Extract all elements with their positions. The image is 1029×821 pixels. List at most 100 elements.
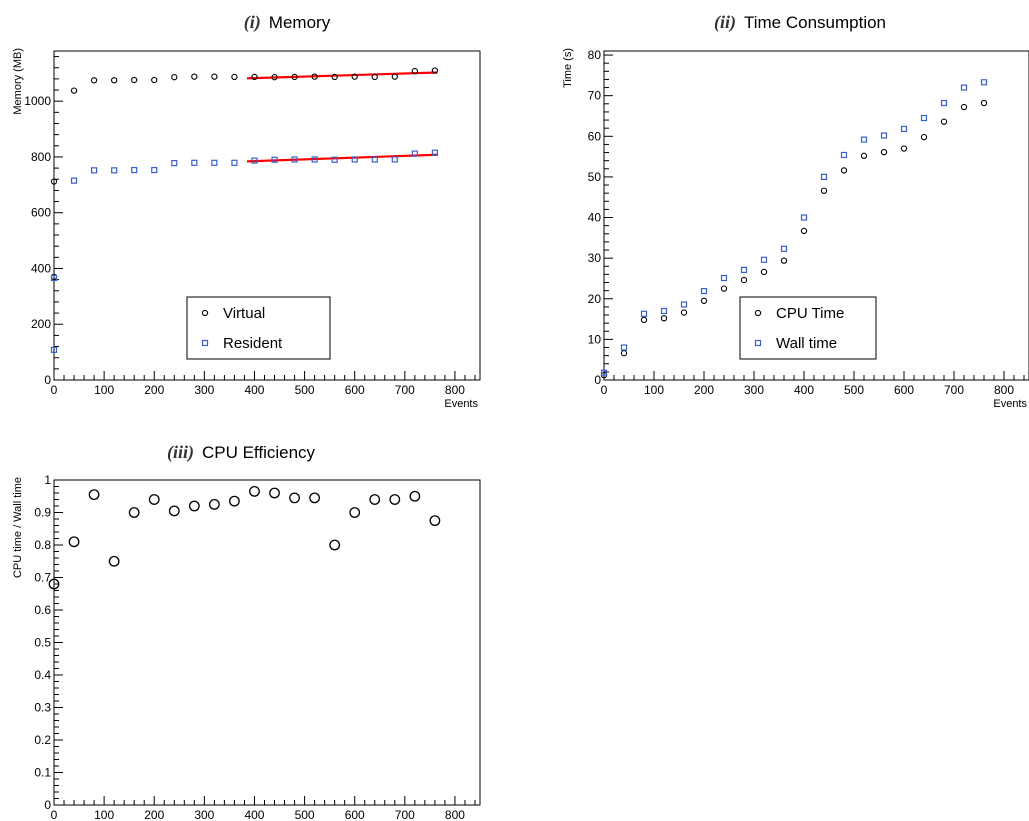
memory-resident-point: [271, 156, 278, 163]
time-wall-time-point: [860, 136, 868, 143]
time-cpu-time-point: [900, 145, 908, 152]
memory-y-tick-label: 200: [31, 317, 51, 331]
memory-legend-label: Virtual: [223, 305, 265, 322]
memory-y-tick-label: 800: [31, 150, 51, 164]
time-wall-time-point: [960, 84, 968, 91]
time-consumption-chart-panel: (ii) Time Consumption Events Time (s) 0 10…: [562, 12, 1029, 410]
time-y-tick-label: 60: [588, 129, 602, 143]
time-cpu-time-point: [660, 315, 668, 322]
memory-resident-point: [351, 156, 358, 163]
efficiency-series-point: [128, 507, 140, 518]
time-cpu-time-point: [820, 187, 828, 194]
memory-y-tick-label: 600: [31, 206, 51, 220]
efficiency-series-point: [208, 498, 220, 510]
time-wall-time-point: [920, 114, 928, 122]
memory-resident-point: [191, 159, 198, 166]
memory-resident-point: [231, 159, 238, 166]
time-x-tick-label: 600: [894, 383, 914, 397]
efficiency-y-tick-label: 0.3: [34, 701, 51, 715]
efficiency-x-tick-label: 200: [144, 808, 164, 821]
memory-x-tick-label: 300: [194, 383, 214, 397]
memory-virtual-point: [191, 73, 198, 80]
time-y-tick-label: 0: [594, 373, 601, 387]
efficiency-series-point: [88, 489, 100, 501]
time-wall-time-point: [740, 266, 748, 274]
memory-virtual-point: [291, 73, 298, 81]
memory-y-tick-label: 1000: [24, 94, 51, 108]
memory-x-tick-label: 100: [94, 383, 114, 397]
efficiency-series-point: [409, 490, 421, 502]
time-cpu-time-point: [720, 285, 728, 292]
memory-resident-point: [391, 156, 398, 163]
memory-virtual-point: [351, 73, 358, 80]
memory-fit-line: [246, 153, 438, 163]
memory-x-tick-label: 700: [395, 383, 415, 397]
time-cpu-time-point: [860, 152, 868, 159]
time-cpu-time-point: [760, 268, 768, 276]
memory-fit-line: [246, 71, 438, 80]
time-x-tick-label: 100: [644, 383, 664, 397]
efficiency-series-point: [369, 494, 381, 505]
memory-resident-point: [50, 274, 58, 282]
time-x-axis-title: Events: [993, 398, 1027, 410]
efficiency-y-axis-title: CPU time / Wall time: [12, 477, 24, 578]
memory-virtual-point: [331, 73, 338, 81]
time-wall-time-point: [660, 307, 668, 315]
memory-resident-point: [171, 159, 178, 167]
efficiency-series-point: [389, 494, 401, 505]
time-cpu-time-point: [680, 309, 688, 316]
time-legend-label: Wall time: [776, 335, 837, 352]
memory-y-tick-label: 400: [31, 261, 51, 275]
time-wall-time-point: [600, 369, 608, 376]
efficiency-series-point: [48, 578, 60, 590]
time-consumption-chart-title: (ii) Time Consumption: [714, 12, 886, 33]
efficiency-y-tick-label: 0.2: [34, 733, 51, 747]
time-cpu-time-point: [640, 316, 648, 324]
efficiency-series-point: [188, 500, 200, 512]
memory-resident-point: [70, 177, 78, 184]
time-cpu-time-point: [920, 133, 928, 141]
efficiency-series-point: [269, 487, 280, 499]
memory-x-tick-label: 800: [445, 383, 465, 397]
memory-virtual-point: [211, 73, 218, 80]
memory-y-axis-title: Memory (MB): [12, 48, 24, 115]
efficiency-series-point: [429, 515, 441, 527]
time-cpu-time-point: [700, 297, 708, 304]
memory-resident-point: [291, 156, 298, 163]
memory-x-tick-label: 0: [51, 383, 58, 397]
time-x-tick-label: 700: [944, 383, 964, 397]
efficiency-y-tick-label: 0.7: [34, 571, 51, 585]
memory-resident-point: [131, 166, 138, 174]
efficiency-series-point: [148, 494, 160, 505]
memory-legend-marker: [201, 309, 209, 317]
time-wall-time-point: [700, 287, 708, 295]
memory-x-tick-label: 200: [144, 383, 164, 397]
memory-resident-point: [90, 167, 98, 174]
time-y-axis-title: Time (s): [562, 48, 574, 88]
memory-virtual-point: [171, 74, 178, 81]
memory-virtual-point: [411, 67, 418, 75]
time-y-tick-label: 20: [588, 292, 602, 306]
time-wall-time-point: [620, 344, 628, 351]
memory-virtual-point: [271, 74, 278, 81]
memory-virtual-point: [431, 67, 439, 74]
time-cpu-time-point: [740, 276, 748, 284]
time-x-tick-label: 0: [601, 383, 608, 397]
efficiency-series-point: [249, 485, 260, 497]
efficiency-plot-frame: [53, 479, 481, 806]
time-y-tick-label: 80: [588, 48, 602, 62]
memory-resident-point: [311, 156, 318, 163]
efficiency-series-point: [309, 492, 321, 504]
cpu-efficiency-chart-panel: (iii) CPU Efficiency CPU time / Wall time…: [12, 442, 481, 821]
memory-resident-point: [151, 166, 158, 174]
time-wall-time-point: [720, 274, 728, 282]
memory-resident-point: [411, 150, 418, 157]
time-legend-box: [739, 296, 877, 360]
time-wall-time-point: [680, 301, 688, 308]
efficiency-x-tick-label: 500: [295, 808, 315, 821]
time-cpu-time-point: [980, 99, 988, 107]
memory-virtual-point: [151, 76, 158, 84]
efficiency-y-tick-label: 0.5: [34, 636, 51, 650]
memory-x-tick-label: 500: [295, 383, 315, 397]
memory-virtual-point: [391, 73, 398, 80]
